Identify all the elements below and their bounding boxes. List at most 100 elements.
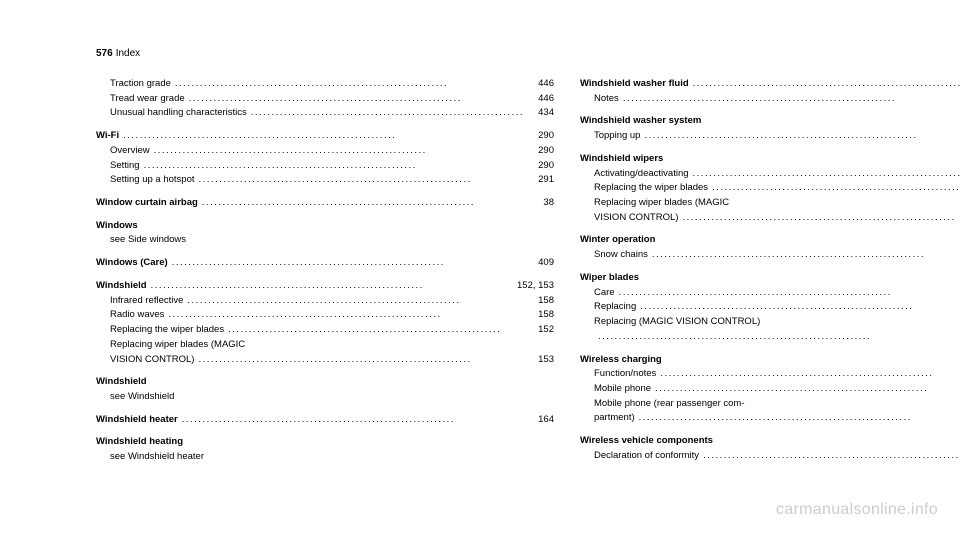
leader-dots	[172, 256, 524, 271]
leader-dots	[660, 367, 960, 382]
index-entry: Windshield heating	[96, 435, 554, 450]
leader-dots	[251, 106, 524, 121]
entry-text: Windows	[96, 219, 138, 234]
index-entry: Windshield152, 153	[96, 279, 554, 294]
index-group: Windowssee Side windows	[96, 219, 554, 248]
index-group: Windshield heatingsee Windshield heater	[96, 435, 554, 464]
index-entry: 153	[580, 330, 960, 345]
index-entry: Mobile phone142	[580, 382, 960, 397]
index-entry: Wi-Fi290	[96, 129, 554, 144]
index-entry: Activating/deactivating151	[580, 167, 960, 182]
leader-dots	[693, 77, 960, 92]
leader-dots	[123, 129, 524, 144]
entry-text: Winter operation	[580, 233, 655, 248]
entry-text: Tread wear grade	[110, 92, 185, 107]
index-group: Windshield washer fluid473Notes473	[580, 77, 960, 106]
index-entry: Windows (Care)409	[96, 256, 554, 271]
index-entry: see Side windows	[96, 233, 554, 248]
entry-text: Replacing	[594, 300, 636, 315]
index-entry: Declaration of conformity23	[580, 449, 960, 464]
leader-dots	[175, 77, 524, 92]
leader-dots	[619, 286, 960, 301]
index-group: Winter operationSnow chains435	[580, 233, 960, 262]
leader-dots	[712, 181, 960, 196]
index-entry: Windshield	[96, 375, 554, 390]
index-entry: Windshield wipers	[580, 152, 960, 167]
entry-text: Replacing the wiper blades	[594, 181, 708, 196]
entry-page: 290	[528, 129, 554, 144]
leader-dots	[682, 211, 960, 226]
index-entry: VISION CONTROL)153	[580, 211, 960, 226]
entry-page: 446	[528, 92, 554, 107]
entry-text: VISION CONTROL)	[594, 211, 678, 226]
leader-dots	[198, 353, 524, 368]
leader-dots	[655, 382, 960, 397]
index-columns: Traction grade446Tread wear grade446Unus…	[96, 77, 900, 465]
leader-dots	[703, 449, 960, 464]
index-group: Windshield washer systemTopping up402	[580, 114, 960, 143]
entry-text: Windshield washer system	[580, 114, 701, 129]
index-entry: Mobile phone (rear passenger com-	[580, 397, 960, 412]
entry-page: 409	[528, 256, 554, 271]
entry-page: 290	[528, 159, 554, 174]
index-group: Traction grade446Tread wear grade446Unus…	[96, 77, 554, 121]
index-group: Windshieldsee Windshield	[96, 375, 554, 404]
entry-text: Unusual handling characteristics	[110, 106, 247, 121]
entry-text: Mobile phone (rear passenger com-	[594, 397, 745, 412]
index-entry: Traction grade446	[96, 77, 554, 92]
index-entry: see Windshield heater	[96, 450, 554, 465]
entry-text: Infrared reflective	[110, 294, 183, 309]
index-group: Wiper bladesCare409Replacing152Replacing…	[580, 271, 960, 345]
index-group: Windshield heater164	[96, 413, 554, 428]
entry-page: 152	[528, 323, 554, 338]
leader-dots	[144, 159, 524, 174]
index-entry: Radio waves158	[96, 308, 554, 323]
index-group: Windshield152, 153Infrared reflective158…	[96, 279, 554, 367]
entry-text: Declaration of conformity	[594, 449, 699, 464]
entry-text: Replacing wiper blades (MAGIC	[110, 338, 245, 353]
index-group: Windshield wipersActivating/deactivating…	[580, 152, 960, 226]
index-entry: see Windshield	[96, 390, 554, 405]
index-entry: Windows	[96, 219, 554, 234]
entry-text: Mobile phone	[594, 382, 651, 397]
index-entry: Setting up a hotspot291	[96, 173, 554, 188]
entry-text: see Windshield heater	[110, 450, 204, 465]
entry-text: Windshield	[96, 375, 147, 390]
index-entry: Unusual handling characteristics 434	[96, 106, 554, 121]
entry-text: Wireless charging	[580, 353, 662, 368]
entry-text: partment)	[594, 411, 635, 426]
index-column: Traction grade446Tread wear grade446Unus…	[96, 77, 554, 465]
leader-dots	[189, 92, 524, 107]
entry-text: Windshield wipers	[580, 152, 663, 167]
index-entry: Care409	[580, 286, 960, 301]
entry-text: Replacing wiper blades (MAGIC	[594, 196, 729, 211]
entry-page: 446	[528, 77, 554, 92]
index-entry: Overview290	[96, 144, 554, 159]
entry-text: Windshield heating	[96, 435, 183, 450]
leader-dots	[154, 144, 524, 159]
page-header: 576 Index	[96, 48, 900, 59]
entry-text: Setting	[110, 159, 140, 174]
index-entry: Topping up402	[580, 129, 960, 144]
leader-dots	[182, 413, 524, 428]
entry-text: Notes	[594, 92, 619, 107]
entry-text: Overview	[110, 144, 150, 159]
entry-page: 164	[528, 413, 554, 428]
entry-text: Care	[594, 286, 615, 301]
index-entry: Wireless vehicle components	[580, 434, 960, 449]
index-entry: Notes473	[580, 92, 960, 107]
index-entry: Replacing (MAGIC VISION CONTROL)	[580, 315, 960, 330]
index-entry: Wiper blades	[580, 271, 960, 286]
index-entry: Snow chains435	[580, 248, 960, 263]
leader-dots	[187, 294, 524, 309]
index-group: Wireless chargingFunction/notes141Mobile…	[580, 353, 960, 427]
entry-text: Replacing the wiper blades	[110, 323, 224, 338]
leader-dots	[228, 323, 524, 338]
entry-text: Wireless vehicle components	[580, 434, 713, 449]
leader-dots	[598, 330, 960, 345]
leader-dots	[623, 92, 960, 107]
index-entry: Setting 290	[96, 159, 554, 174]
entry-text: Wiper blades	[580, 271, 639, 286]
index-group: Window curtain airbag38	[96, 196, 554, 211]
entry-page: 434	[528, 106, 554, 121]
